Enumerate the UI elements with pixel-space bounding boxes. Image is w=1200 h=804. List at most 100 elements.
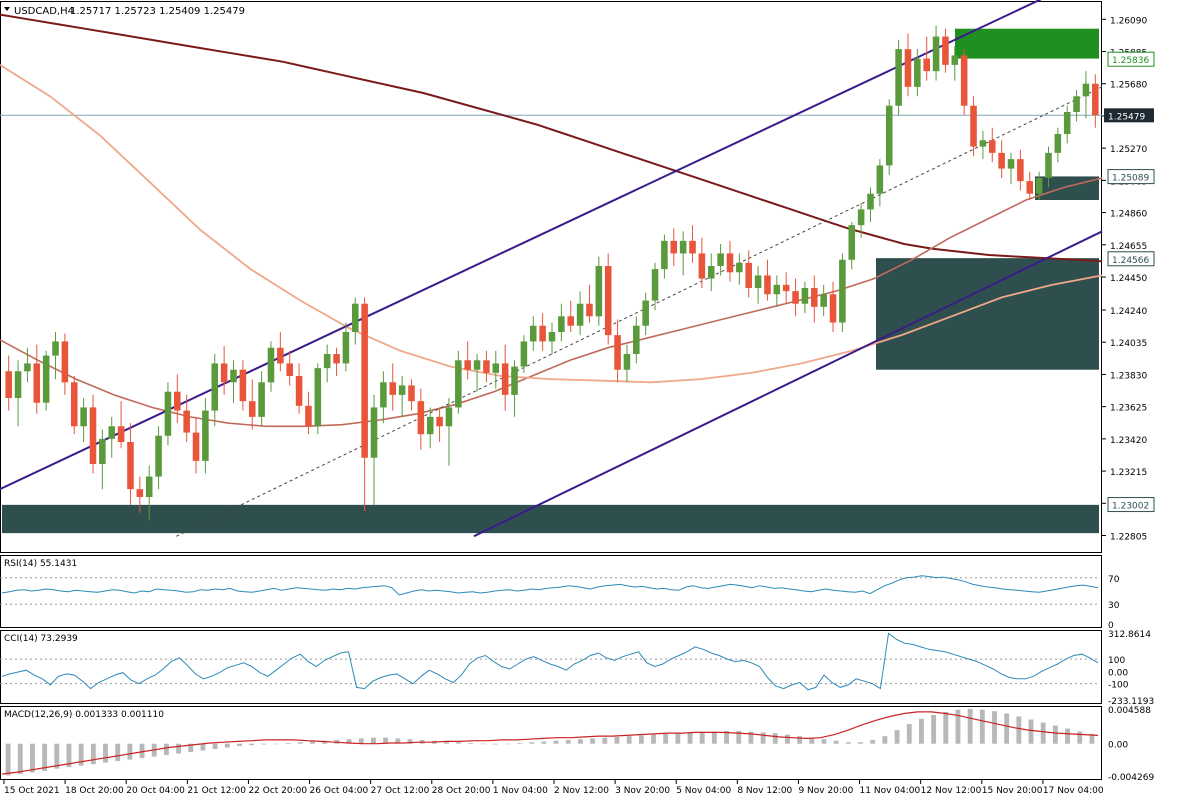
candle[interactable] [548,322,556,354]
candle[interactable] [426,407,434,449]
candle[interactable] [455,350,462,414]
candle[interactable] [70,376,78,435]
candle[interactable] [801,281,809,314]
candle[interactable] [960,49,968,116]
candle[interactable] [857,203,865,238]
candle[interactable] [14,360,22,427]
candle[interactable] [1063,105,1071,144]
candle[interactable] [352,297,359,345]
candle[interactable] [1054,127,1062,163]
candle[interactable] [811,275,818,323]
candle[interactable] [764,259,771,301]
rsi-panel[interactable]: RSI(14) 55.1431 70 30 0 [0,555,1120,632]
candle[interactable] [117,401,125,449]
candle[interactable] [885,99,893,175]
candle[interactable] [33,344,41,414]
candle[interactable] [633,316,640,364]
candle[interactable] [576,291,584,336]
candle[interactable] [408,379,415,411]
candle[interactable] [604,253,612,345]
candle[interactable] [89,394,97,474]
candle[interactable] [108,416,116,458]
candle[interactable] [61,333,69,395]
candle[interactable] [848,222,856,270]
candle[interactable] [717,244,724,276]
candle[interactable] [323,344,331,383]
candle[interactable] [614,319,621,383]
candle[interactable] [595,256,603,326]
candle[interactable] [314,363,322,435]
candle[interactable] [942,28,949,73]
candle[interactable] [1026,171,1034,200]
candle[interactable] [988,127,996,163]
candle[interactable] [380,371,387,424]
candle[interactable] [483,350,490,383]
candle[interactable] [127,423,134,505]
candle[interactable] [277,332,284,372]
candle[interactable] [745,250,752,298]
candle[interactable] [230,360,237,403]
candle[interactable] [1017,149,1024,191]
candle[interactable] [295,363,303,414]
candle[interactable] [202,398,209,474]
candle[interactable] [736,253,743,285]
candle[interactable] [651,262,659,310]
candle[interactable] [1073,90,1080,122]
candle[interactable] [951,46,959,81]
candle[interactable] [389,363,397,411]
collapse-triangle-icon[interactable] [4,7,10,11]
candle[interactable] [286,350,293,386]
candle[interactable] [904,33,912,97]
candle[interactable] [876,159,884,207]
candle[interactable] [492,350,500,389]
candle[interactable] [1082,71,1090,119]
candle[interactable] [979,130,987,160]
candle[interactable] [726,240,734,282]
candle[interactable] [136,476,144,513]
candle[interactable] [1035,171,1043,200]
candle[interactable] [445,398,453,466]
candle[interactable] [239,360,247,411]
candle[interactable] [520,335,528,373]
candle[interactable] [267,341,275,392]
candle[interactable] [698,237,706,288]
candle[interactable] [511,360,518,417]
candle[interactable] [895,39,902,116]
candle[interactable] [417,388,425,450]
candle[interactable] [183,394,190,442]
candle[interactable] [867,187,874,222]
macd-panel[interactable]: MACD(12,26,9) 0.001333 0.001110 0.004588 0… [0,706,1155,783]
candle[interactable] [99,429,106,490]
candle[interactable] [436,407,443,442]
candle[interactable] [361,297,368,512]
candle[interactable] [1092,74,1099,128]
candle[interactable] [932,25,940,81]
candle[interactable] [782,272,790,304]
candle[interactable] [661,234,668,279]
candle[interactable] [558,303,565,342]
candle[interactable] [623,344,631,383]
candle[interactable] [839,253,846,332]
candle[interactable] [1007,152,1015,185]
candle[interactable] [642,292,649,336]
candle[interactable] [586,284,593,323]
candle[interactable] [174,374,181,424]
candle[interactable] [333,347,340,376]
candle[interactable] [305,391,312,435]
candle[interactable] [398,376,406,417]
candle[interactable] [923,36,930,81]
candle[interactable] [220,346,228,395]
candle[interactable] [258,371,265,427]
candle[interactable] [707,253,715,292]
candle[interactable] [970,96,977,156]
candle[interactable] [473,354,481,392]
candle[interactable] [155,426,162,490]
candle[interactable] [80,398,87,442]
candle[interactable] [5,355,12,411]
candle[interactable] [24,347,31,383]
candle[interactable] [52,332,59,380]
candle[interactable] [501,344,509,411]
candle[interactable] [248,379,256,430]
